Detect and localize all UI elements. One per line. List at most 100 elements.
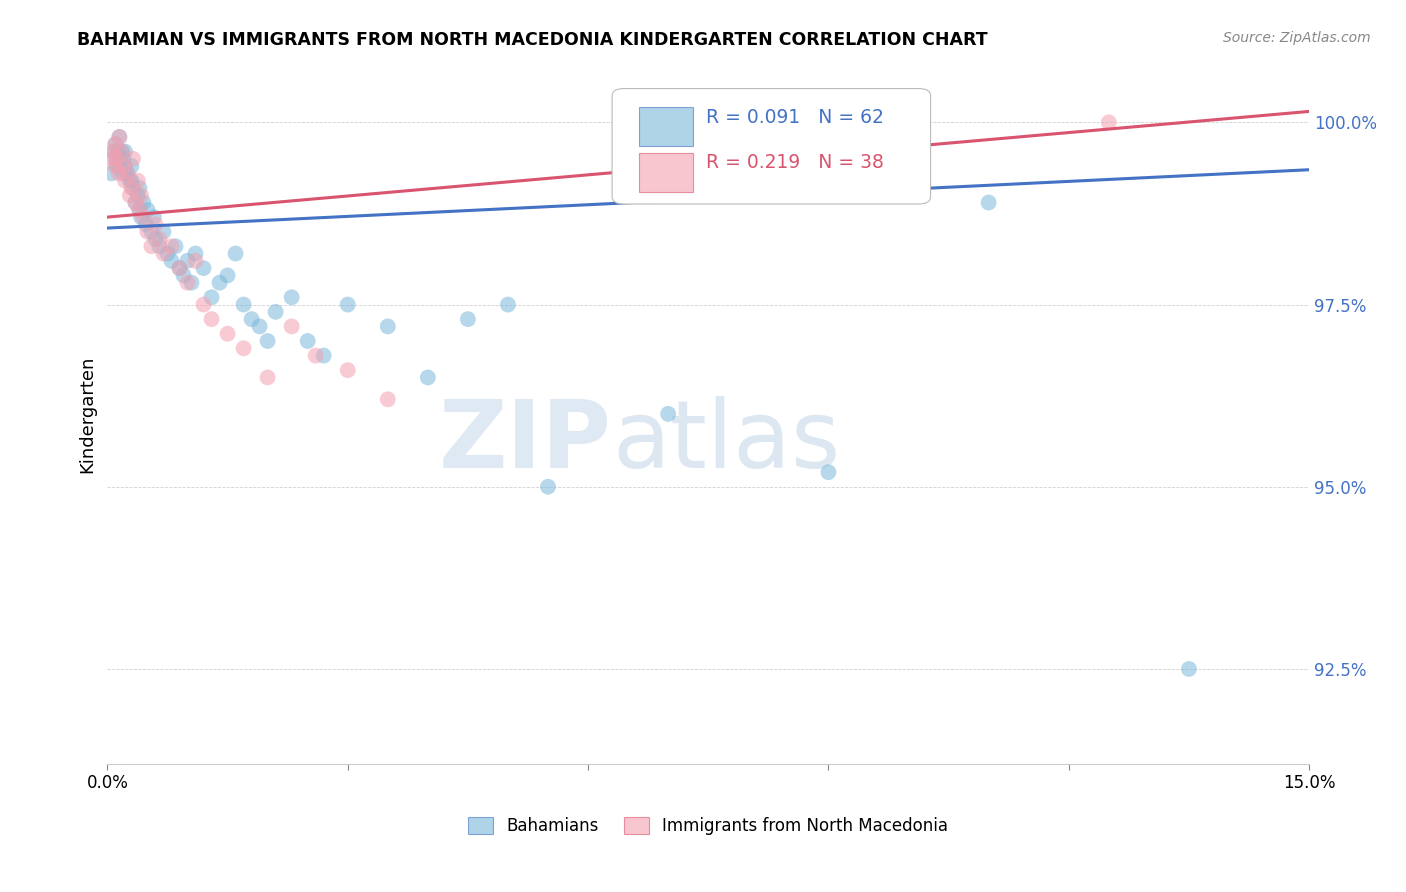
Point [249, 319, 271, 334]
Point [120, 174, 142, 188]
Point [103, 145, 125, 159]
Point [108, 152, 131, 166]
Point [136, 225, 159, 239]
FancyBboxPatch shape [612, 88, 931, 204]
Point [305, 349, 328, 363]
Point [112, 159, 135, 173]
Point [136, 202, 159, 217]
Point [537, 480, 560, 494]
Point [256, 370, 278, 384]
Point [122, 181, 145, 195]
Point [118, 188, 141, 202]
Legend: Bahamians, Immigrants from North Macedonia: Bahamians, Immigrants from North Macedon… [461, 811, 955, 842]
Point [118, 174, 141, 188]
Point [127, 174, 149, 188]
Point [104, 152, 127, 166]
Point [120, 159, 142, 173]
Point [117, 166, 139, 180]
Point [104, 137, 127, 152]
Point [111, 145, 134, 159]
Point [217, 326, 239, 341]
Point [256, 334, 278, 348]
Point [225, 246, 247, 260]
Point [114, 174, 136, 188]
Point [657, 407, 679, 421]
Y-axis label: Kindergarten: Kindergarten [79, 355, 96, 473]
Point [105, 152, 128, 166]
Point [232, 341, 254, 355]
Point [184, 246, 207, 260]
Point [457, 312, 479, 326]
Point [148, 232, 170, 246]
Point [132, 195, 155, 210]
Point [108, 130, 131, 145]
Point [184, 253, 207, 268]
Point [105, 159, 128, 173]
Point [280, 319, 302, 334]
Point [148, 239, 170, 253]
Point [117, 166, 139, 180]
Point [114, 159, 136, 173]
FancyBboxPatch shape [638, 153, 693, 192]
FancyBboxPatch shape [638, 107, 693, 146]
Point [132, 210, 155, 224]
Point [145, 232, 167, 246]
Point [108, 130, 131, 145]
Point [817, 465, 839, 479]
Point [217, 268, 239, 283]
Point [120, 181, 142, 195]
Point [173, 268, 195, 283]
Point [193, 297, 215, 311]
Point [100, 166, 122, 180]
Point [104, 159, 127, 173]
Point [107, 166, 129, 180]
Point [152, 225, 174, 239]
Point [200, 290, 222, 304]
Point [112, 166, 135, 180]
Point [169, 261, 191, 276]
Point [129, 210, 152, 224]
Point [160, 239, 183, 253]
Point [128, 181, 150, 195]
Point [141, 239, 163, 253]
Point [232, 297, 254, 311]
Point [193, 261, 215, 276]
Text: atlas: atlas [612, 396, 841, 488]
Point [208, 276, 231, 290]
Point [297, 334, 319, 348]
Point [264, 305, 287, 319]
Point [141, 225, 163, 239]
Point [169, 261, 191, 276]
Point [336, 297, 359, 311]
Point [128, 202, 150, 217]
Point [124, 195, 146, 210]
Point [129, 188, 152, 202]
Point [111, 145, 134, 159]
Text: Source: ZipAtlas.com: Source: ZipAtlas.com [1223, 31, 1371, 45]
Point [124, 195, 146, 210]
Point [107, 145, 129, 159]
Point [180, 276, 202, 290]
Point [160, 253, 183, 268]
Point [377, 319, 399, 334]
Point [112, 152, 135, 166]
Point [114, 145, 136, 159]
Point [1178, 662, 1201, 676]
Point [416, 370, 439, 384]
Point [165, 239, 187, 253]
Point [128, 202, 150, 217]
Point [101, 152, 124, 166]
Point [122, 152, 145, 166]
Point [145, 218, 167, 232]
Point [103, 145, 125, 159]
Point [152, 246, 174, 260]
Point [127, 188, 149, 202]
Point [156, 246, 179, 260]
Point [336, 363, 359, 377]
Point [1098, 115, 1121, 129]
Text: R = 0.219   N = 38: R = 0.219 N = 38 [706, 153, 884, 172]
Point [135, 218, 157, 232]
Point [377, 392, 399, 407]
Text: R = 0.091   N = 62: R = 0.091 N = 62 [706, 108, 884, 128]
Point [496, 297, 519, 311]
